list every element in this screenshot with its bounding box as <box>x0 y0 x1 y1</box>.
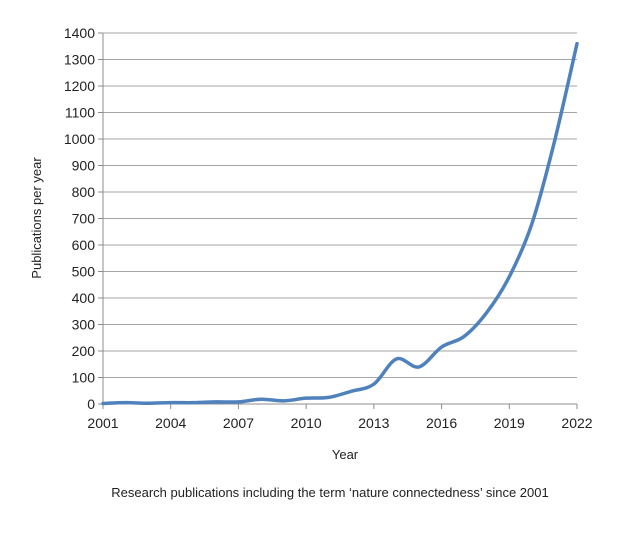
y-tick-label: 400 <box>72 290 96 306</box>
y-tick-label: 1400 <box>64 25 95 41</box>
y-tick-label: 200 <box>72 343 96 359</box>
y-tick-label: 1300 <box>64 52 95 68</box>
y-tick-label: 1200 <box>64 78 95 94</box>
y-tick-label: 300 <box>72 317 96 333</box>
y-tick-label: 500 <box>72 264 96 280</box>
y-tick-label: 1000 <box>64 131 95 147</box>
chart-caption: Research publications including the term… <box>111 485 548 500</box>
y-tick-label: 800 <box>72 184 96 200</box>
x-axis-label: Year <box>332 447 359 462</box>
y-tick-label: 700 <box>72 211 96 227</box>
x-tick-label: 2004 <box>155 415 186 431</box>
x-tick-label: 2016 <box>426 415 457 431</box>
y-tick-label: 0 <box>87 396 95 412</box>
y-axis-label: Publications per year <box>29 157 44 279</box>
x-tick-label: 2022 <box>561 415 592 431</box>
series-line <box>101 41 579 406</box>
x-tick-label: 2013 <box>358 415 389 431</box>
y-tick-label: 900 <box>72 158 96 174</box>
x-tick-label: 2010 <box>291 415 322 431</box>
y-tick-label: 1100 <box>65 105 95 121</box>
x-tick-label: 2019 <box>494 415 525 431</box>
y-tick-label: 600 <box>72 237 96 253</box>
y-tick-label: 100 <box>72 370 96 386</box>
x-tick-label: 2007 <box>223 415 254 431</box>
x-tick-label: 2001 <box>87 415 118 431</box>
